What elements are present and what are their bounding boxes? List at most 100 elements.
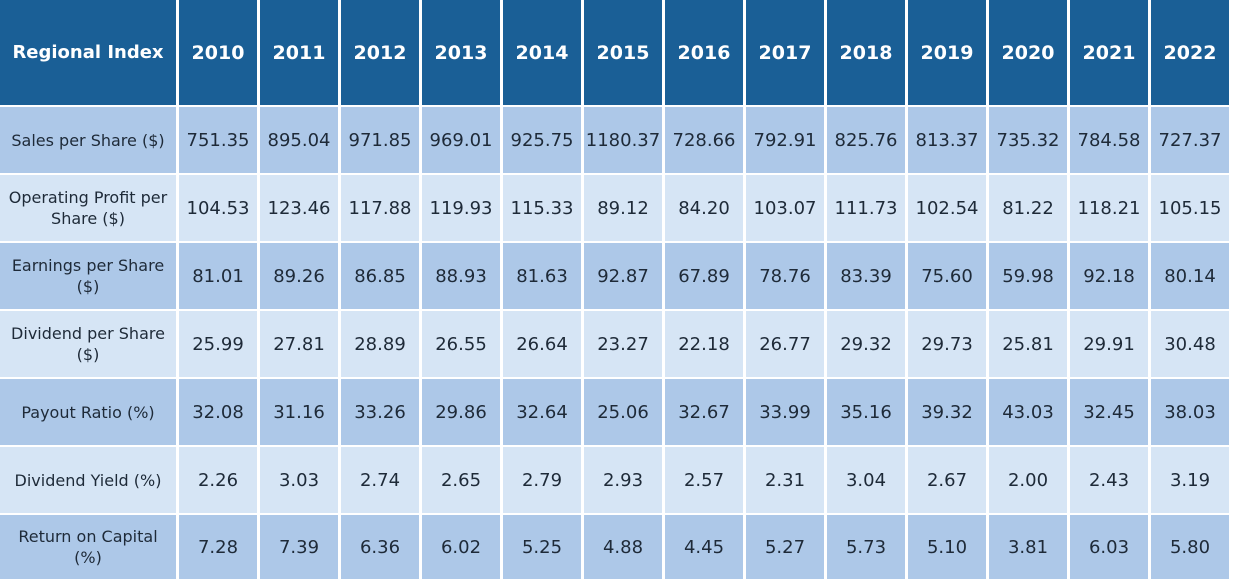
table-cell: 728.66 [665,107,743,173]
row-gap-cell [0,445,1229,447]
table-cell: 792.91 [746,107,824,173]
row-label: Earnings per Share ($) [0,243,176,309]
table-cell: 32.08 [179,379,257,445]
table-row: Operating Profit per Share ($) 104.53 123.… [0,175,1229,241]
column-header-2013: 2013 [422,0,500,105]
table-cell: 81.22 [989,175,1067,241]
table-row: Payout Ratio (%) 32.08 31.16 33.26 29.86 32.6… [0,379,1229,445]
column-header-2015: 2015 [584,0,662,105]
table-cell: 5.73 [827,515,905,579]
table-cell: 88.93 [422,243,500,309]
column-header-2020: 2020 [989,0,1067,105]
row-label: Dividend Yield (%) [0,447,176,513]
table-cell: 22.18 [665,311,743,377]
table-cell: 735.32 [989,107,1067,173]
table-cell: 92.87 [584,243,662,309]
table-cell: 29.91 [1070,311,1148,377]
table-cell: 3.19 [1151,447,1229,513]
header-label: Regional Index [0,0,176,105]
table-cell: 27.81 [260,311,338,377]
table-cell: 31.16 [260,379,338,445]
table-cell: 4.88 [584,515,662,579]
table-cell: 32.64 [503,379,581,445]
table-cell: 2.00 [989,447,1067,513]
table-cell: 84.20 [665,175,743,241]
table-cell: 751.35 [179,107,257,173]
table-cell: 67.89 [665,243,743,309]
row-label: Operating Profit per Share ($) [0,175,176,241]
table-row: Dividend per Share ($) 25.99 27.81 28.89 26.… [0,311,1229,377]
table-cell: 118.21 [1070,175,1148,241]
table-cell: 7.39 [260,515,338,579]
row-label: Sales per Share ($) [0,107,176,173]
table-cell: 89.26 [260,243,338,309]
table-cell: 813.37 [908,107,986,173]
table-cell: 6.02 [422,515,500,579]
table-row: Return on Capital (%) 7.28 7.39 6.36 6.02 5.2… [0,515,1229,579]
table-cell: 80.14 [1151,243,1229,309]
row-gap-cell [0,105,1229,107]
table-cell: 117.88 [341,175,419,241]
table-cell: 29.73 [908,311,986,377]
table-cell: 3.04 [827,447,905,513]
table-cell: 2.67 [908,447,986,513]
table-cell: 23.27 [584,311,662,377]
column-header-2017: 2017 [746,0,824,105]
table-cell: 7.28 [179,515,257,579]
column-header-2012: 2012 [341,0,419,105]
table-cell: 105.15 [1151,175,1229,241]
table-cell: 26.55 [422,311,500,377]
row-gap [0,241,1229,243]
table-cell: 2.26 [179,447,257,513]
table-cell: 1180.37 [584,107,662,173]
table-cell: 25.81 [989,311,1067,377]
table-cell: 43.03 [989,379,1067,445]
row-gap [0,309,1229,311]
table-cell: 2.43 [1070,447,1148,513]
table-cell: 102.54 [908,175,986,241]
table-cell: 28.89 [341,311,419,377]
table-cell: 29.86 [422,379,500,445]
table-cell: 727.37 [1151,107,1229,173]
table-cell: 75.60 [908,243,986,309]
table-cell: 39.32 [908,379,986,445]
column-header-2021: 2021 [1070,0,1148,105]
table-cell: 38.03 [1151,379,1229,445]
table-cell: 29.32 [827,311,905,377]
table-cell: 32.67 [665,379,743,445]
table-cell: 2.93 [584,447,662,513]
table-cell: 971.85 [341,107,419,173]
row-gap [0,105,1229,107]
table-cell: 25.99 [179,311,257,377]
table-cell: 59.98 [989,243,1067,309]
table-cell: 115.33 [503,175,581,241]
table-cell: 925.75 [503,107,581,173]
table-row: Sales per Share ($) 751.35 895.04 971.85 969… [0,107,1229,173]
table-cell: 2.31 [746,447,824,513]
column-header-2019: 2019 [908,0,986,105]
column-header-2022: 2022 [1151,0,1229,105]
table-cell: 86.85 [341,243,419,309]
table-cell: 2.74 [341,447,419,513]
table-cell: 33.99 [746,379,824,445]
table-cell: 32.45 [1070,379,1148,445]
row-gap-cell [0,309,1229,311]
table-cell: 784.58 [1070,107,1148,173]
table-header-row: Regional Index 2010 2011 2012 2013 2014 2015 2… [0,0,1229,105]
table-cell: 83.39 [827,243,905,309]
table-cell: 25.06 [584,379,662,445]
table-cell: 6.03 [1070,515,1148,579]
row-gap-cell [0,241,1229,243]
table-cell: 89.12 [584,175,662,241]
table-cell: 969.01 [422,107,500,173]
table-cell: 103.07 [746,175,824,241]
table-cell: 4.45 [665,515,743,579]
table-row: Earnings per Share ($) 81.01 89.26 86.85 88.… [0,243,1229,309]
table-cell: 35.16 [827,379,905,445]
table-cell: 5.80 [1151,515,1229,579]
table-cell: 92.18 [1070,243,1148,309]
table-cell: 3.03 [260,447,338,513]
table-cell: 2.79 [503,447,581,513]
